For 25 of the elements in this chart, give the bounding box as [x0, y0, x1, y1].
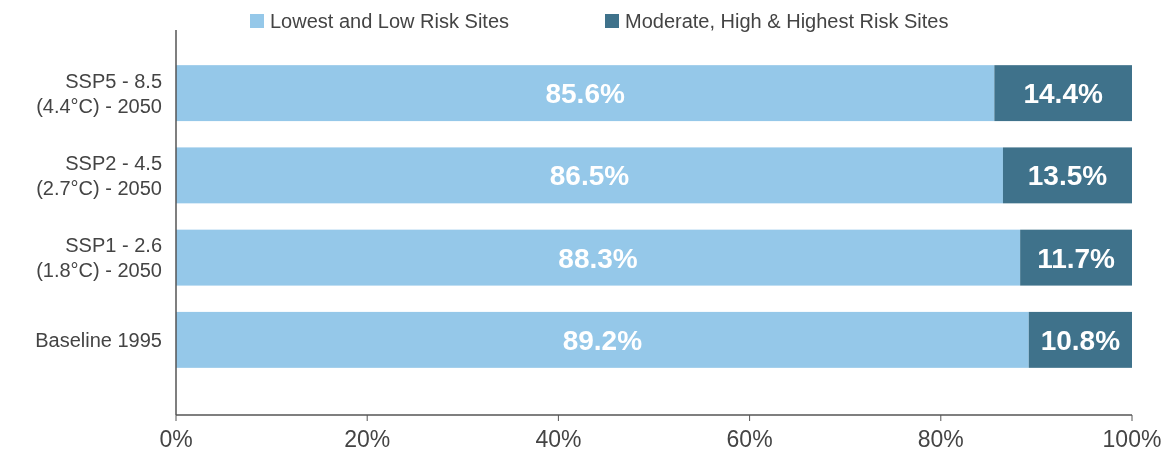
y-tick-label: SSP5 - 8.5 (4.4°C) - 2050	[36, 69, 162, 117]
data-label: 88.3%	[558, 242, 638, 274]
y-tick-label: SSP1 - 2.6 (1.8°C) - 2050	[36, 234, 162, 282]
data-label: 11.7%	[1037, 242, 1116, 274]
x-tick-label: 40%	[535, 426, 582, 449]
y-tick-label: Baseline 1995	[35, 328, 162, 351]
data-label: 85.6%	[545, 78, 625, 110]
legend-label: Moderate, High & Highest Risk Sites	[625, 10, 949, 33]
data-label: 10.8%	[1040, 324, 1121, 356]
data-label: 14.4%	[1023, 78, 1103, 110]
data-label: 13.5%	[1027, 160, 1108, 192]
y-tick-label: SSP2 - 4.5 (2.7°C) - 2050	[36, 151, 162, 199]
bar	[176, 65, 995, 122]
bar	[176, 229, 1021, 286]
data-label: 89.2%	[562, 324, 643, 356]
bar	[176, 311, 1029, 368]
x-tick-label: 0%	[159, 426, 193, 449]
bar	[176, 147, 1003, 204]
legend-label: Lowest and Low Risk Sites	[270, 10, 510, 33]
x-tick-label: 100%	[1102, 426, 1162, 449]
data-label: 86.5%	[549, 160, 630, 192]
x-tick-label: 60%	[726, 426, 773, 449]
bar	[994, 65, 1132, 122]
x-tick-label: 80%	[917, 426, 964, 449]
x-tick-label: 20%	[344, 426, 391, 449]
